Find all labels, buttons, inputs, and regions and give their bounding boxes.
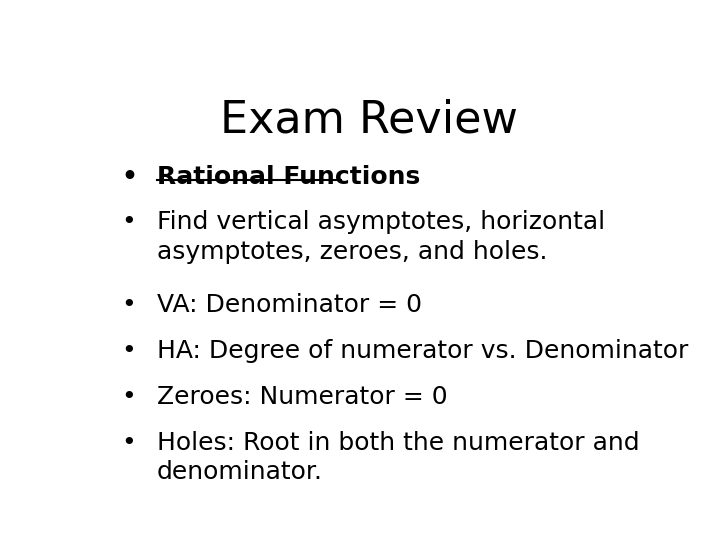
- Text: Exam Review: Exam Review: [220, 98, 518, 141]
- Text: Holes: Root in both the numerator and
denominator.: Holes: Root in both the numerator and de…: [157, 431, 639, 484]
- Text: •: •: [122, 385, 136, 409]
- Text: •: •: [122, 339, 136, 363]
- Text: •: •: [122, 210, 136, 234]
- Text: Find vertical asymptotes, horizontal
asymptotes, zeroes, and holes.: Find vertical asymptotes, horizontal asy…: [157, 210, 605, 264]
- Text: •: •: [122, 294, 136, 318]
- Text: •: •: [121, 165, 137, 188]
- Text: •: •: [122, 431, 136, 455]
- Text: VA: Denominator = 0: VA: Denominator = 0: [157, 294, 422, 318]
- Text: Zeroes: Numerator = 0: Zeroes: Numerator = 0: [157, 385, 448, 409]
- Text: HA: Degree of numerator vs. Denominator: HA: Degree of numerator vs. Denominator: [157, 339, 688, 363]
- Text: Rational Functions: Rational Functions: [157, 165, 420, 188]
